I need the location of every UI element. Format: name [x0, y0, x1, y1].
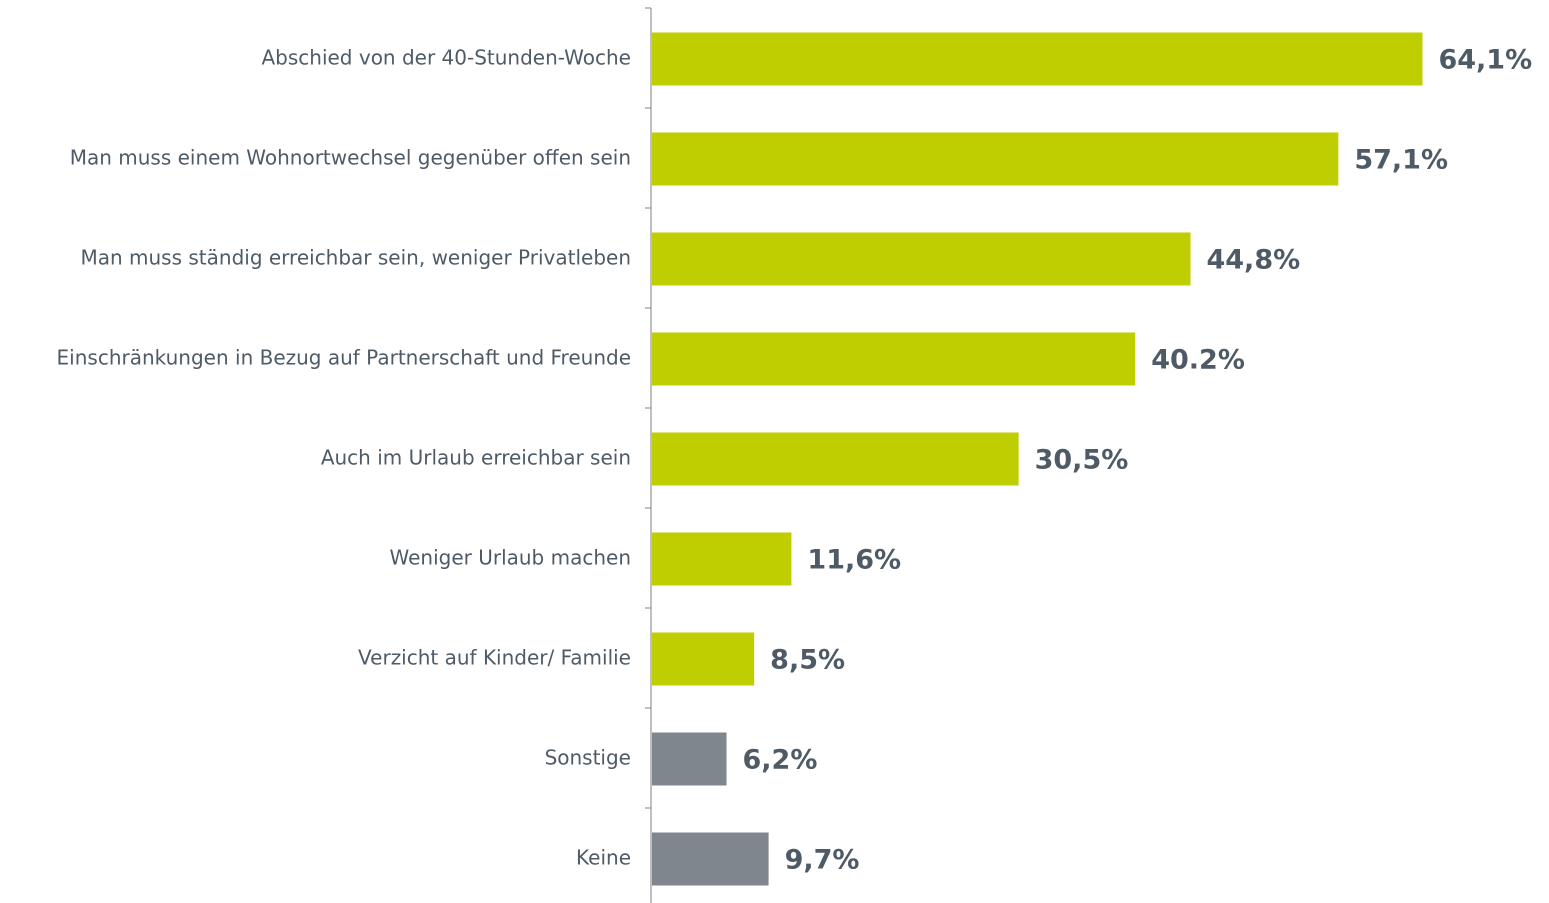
category-label: Sonstige [545, 746, 631, 770]
bar [652, 532, 792, 586]
bar [652, 432, 1019, 486]
category-label: Keine [576, 846, 631, 870]
value-label: 11,6% [807, 545, 901, 576]
category-label: Man muss ständig erreichbar sein, wenige… [80, 246, 631, 270]
value-label: 64,1% [1438, 45, 1532, 76]
bar [652, 232, 1191, 286]
bar [652, 832, 769, 886]
value-label: 57,1% [1354, 145, 1448, 176]
value-label: 8,5% [770, 645, 845, 676]
value-label: 40.2% [1151, 345, 1245, 376]
bar [652, 132, 1339, 186]
value-label: 9,7% [785, 845, 860, 876]
category-label: Weniger Urlaub machen [389, 546, 631, 570]
category-label: Man muss einem Wohnortwechsel gegenüber … [70, 146, 631, 170]
bar [652, 32, 1423, 86]
bar [652, 732, 727, 786]
value-label: 30,5% [1035, 445, 1129, 476]
category-label: Auch im Urlaub erreichbar sein [321, 446, 631, 470]
category-label: Abschied von der 40-Stunden-Woche [261, 46, 631, 70]
bar [652, 332, 1136, 386]
bar [652, 632, 755, 686]
category-label: Einschränkungen in Bezug auf Partnerscha… [57, 346, 631, 370]
value-label: 6,2% [743, 745, 818, 776]
value-label: 44,8% [1206, 245, 1300, 276]
category-label: Verzicht auf Kinder/ Familie [358, 646, 631, 670]
